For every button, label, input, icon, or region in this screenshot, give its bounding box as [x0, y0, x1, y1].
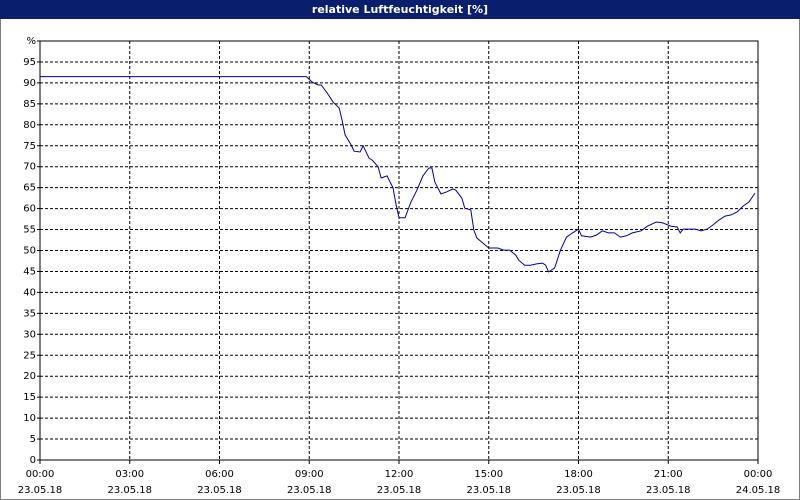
x-tick-label: 00:00: [26, 469, 55, 480]
y-tick-label: 65: [23, 183, 36, 194]
x-tick-label: 18:00: [564, 469, 593, 480]
y-tick-label: 80: [23, 120, 36, 131]
y-tick-label: 10: [23, 413, 36, 424]
data-line: [40, 76, 756, 273]
x-tick-label: 09:00: [295, 469, 324, 480]
x-tick-date: 23.05.18: [197, 485, 242, 496]
y-tick-label: 55: [23, 225, 36, 236]
y-tick-label: 20: [23, 371, 36, 382]
x-tick-date: 23.05.18: [646, 485, 691, 496]
y-tick-label: 35: [23, 308, 36, 319]
y-tick-label: 30: [23, 329, 36, 340]
x-tick-label: 00:00: [744, 469, 773, 480]
x-tick-label: 21:00: [654, 469, 683, 480]
x-tick-date: 23.05.18: [287, 485, 332, 496]
y-tick-label: 25: [23, 350, 36, 361]
x-tick-date: 23.05.18: [107, 485, 152, 496]
chart-title: relative Luftfeuchtigkeit [%]: [312, 3, 488, 16]
y-tick-label: 50: [23, 246, 36, 257]
plot-area: [39, 40, 759, 461]
x-tick-label: 12:00: [385, 469, 414, 480]
y-tick-label: 0: [30, 455, 36, 466]
title-bar: [0, 0, 800, 19]
y-tick-label: 40: [23, 287, 36, 298]
y-tick-label: 45: [23, 266, 36, 277]
y-tick-label: %: [26, 36, 36, 47]
x-tick-date: 24.05.18: [736, 485, 781, 496]
y-tick-label: 95: [23, 57, 36, 68]
y-tick-label: 90: [23, 78, 36, 89]
y-tick-label: 15: [23, 392, 36, 403]
x-tick-date: 23.05.18: [18, 485, 63, 496]
x-tick-label: 03:00: [115, 469, 144, 480]
y-tick-label: 60: [23, 204, 36, 215]
y-tick-label: 85: [23, 99, 36, 110]
y-tick-label: 75: [23, 141, 36, 152]
x-tick-date: 23.05.18: [556, 485, 601, 496]
y-tick-label: 5: [30, 434, 36, 445]
x-tick-date: 23.05.18: [377, 485, 422, 496]
y-tick-label: 70: [23, 162, 36, 173]
x-tick-label: 15:00: [474, 469, 503, 480]
x-tick-label: 06:00: [205, 469, 234, 480]
x-tick-date: 23.05.18: [466, 485, 511, 496]
